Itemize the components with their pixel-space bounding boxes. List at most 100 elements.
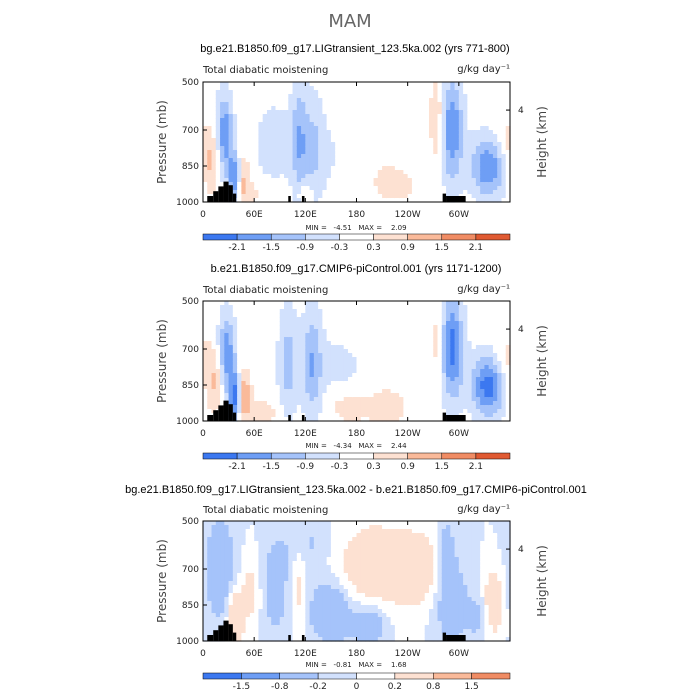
heatmap-cell [352,194,358,199]
heatmap-cell [271,138,277,143]
heatmap-cell [211,146,217,151]
heatmap-cell [356,98,362,103]
heatmap-cell [454,349,460,354]
heatmap-cell [309,337,315,342]
heatmap-cell [284,146,289,151]
heatmap-cell [326,110,332,115]
heatmap-cell [497,317,503,322]
heatmap-cell [386,309,392,314]
heatmap-cell [377,138,383,143]
heatmap-cell [450,385,456,390]
heatmap-cell [211,625,217,630]
heatmap-cell [237,365,242,370]
heatmap-cell [220,521,225,526]
heatmap-cell [407,333,413,338]
heatmap-cell [377,154,383,159]
terrain-block [218,186,224,202]
heatmap-cell [228,178,234,183]
heatmap-cell [411,162,417,167]
heatmap-cell [322,174,328,179]
heatmap-cell [475,114,481,119]
heatmap-cell [437,130,443,135]
heatmap-cell [215,393,221,398]
heatmap-cell [237,633,242,638]
heatmap-cell [488,170,494,175]
heatmap-cell [258,533,264,538]
heatmap-cell [416,393,422,398]
heatmap-cell [463,174,468,179]
heatmap-cell [335,381,341,386]
colorbar-label: -0.3 [331,243,349,253]
heatmap-cell [301,369,306,374]
heatmap-cell [220,98,225,103]
heatmap-cell [305,186,311,191]
heatmap-cell [279,162,285,167]
heatmap-cell [390,158,396,163]
heatmap-cell [480,349,486,354]
heatmap-cell [475,98,481,103]
colorbar-label: -0.9 [297,243,315,253]
heatmap-cell [420,417,426,422]
heatmap-cell [416,122,422,127]
heatmap-cell [428,146,434,151]
heatmap-cell [424,142,430,147]
heatmap-cell [266,158,272,163]
heatmap-cell [309,146,315,151]
heatmap-cell [356,361,362,366]
heatmap-cell [275,353,281,358]
heatmap-cell [339,377,345,382]
heatmap-cell [292,369,298,374]
heatmap-cell [369,417,375,422]
heatmap-cell [407,397,413,402]
heatmap-cell [262,142,268,147]
heatmap-cell [428,142,434,147]
heatmap-cell [369,393,375,398]
heatmap-cell [228,377,234,382]
heatmap-cell [322,138,328,143]
heatmap-cell [271,605,277,610]
heatmap-cell [475,405,481,410]
heatmap-cell [296,130,302,135]
heatmap-cell [467,102,473,107]
heatmap-cell [475,142,481,147]
heatmap-cell [365,150,370,155]
heatmap-cell [382,178,387,183]
heatmap-cell [266,198,272,203]
heatmap-cell [245,186,251,191]
heatmap-cell [399,341,404,346]
heatmap-cell [224,138,230,143]
heatmap-cell [458,305,464,310]
heatmap-cell [313,134,319,139]
heatmap-cell [467,162,473,167]
heatmap-cell [301,365,306,370]
heatmap-cell [262,130,268,135]
heatmap-cell [352,389,358,394]
heatmap-cell [232,309,238,314]
heatmap-cell [271,150,277,155]
heatmap-cell [241,381,247,386]
heatmap-cell [326,146,332,151]
heatmap-cell [258,637,264,642]
heatmap-cell [433,365,439,370]
heatmap-cell [322,122,328,127]
heatmap-cell [463,178,468,183]
heatmap-cell [492,405,498,410]
heatmap-cell [360,389,366,394]
heatmap-cell [505,122,511,127]
heatmap-cell [262,549,268,554]
heatmap-cell [305,162,311,167]
heatmap-cell [360,385,366,390]
heatmap-cell [258,190,264,195]
heatmap-cell [343,365,349,370]
heatmap-cell [224,325,230,330]
heatmap-cell [322,182,328,187]
heatmap-cell [446,337,451,342]
heatmap-cell [220,593,225,598]
heatmap-cell [215,337,221,342]
heatmap-cell [369,118,375,123]
heatmap-cell [480,90,486,95]
heatmap-cell [309,106,315,111]
heatmap-cell [266,333,272,338]
heatmap-cell [266,150,272,155]
terrain-block [442,193,447,202]
